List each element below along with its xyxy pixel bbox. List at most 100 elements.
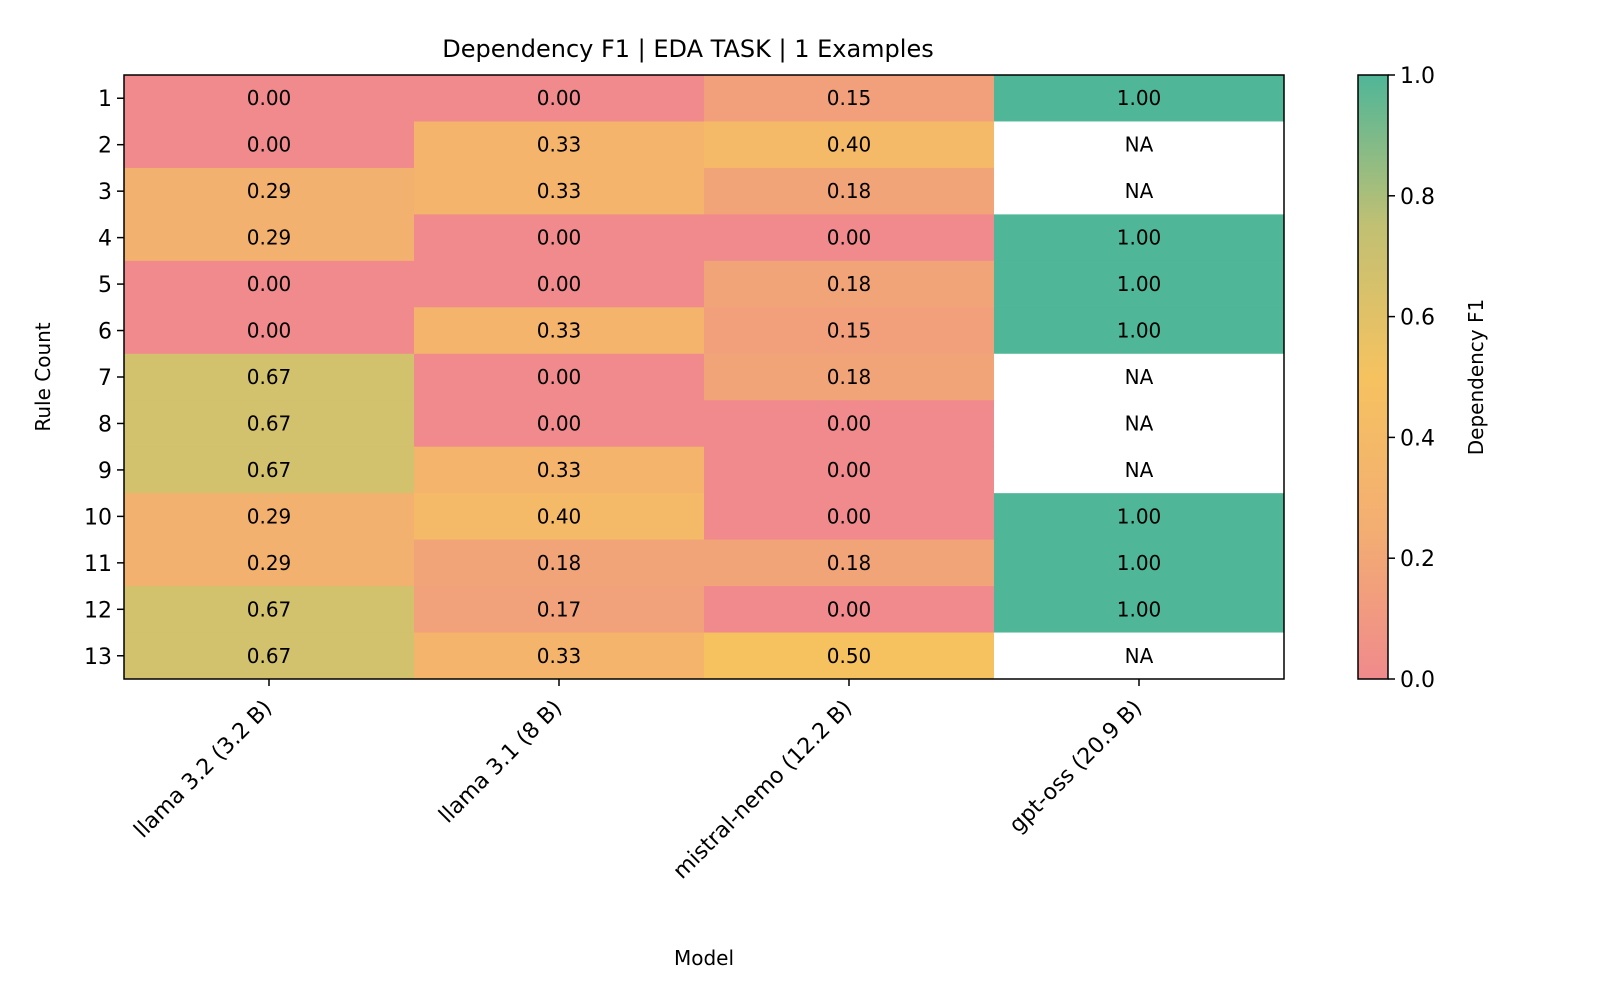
heatmap-cell (124, 307, 415, 355)
heatmap-cell (704, 632, 995, 680)
cell-value-label: 0.18 (827, 365, 872, 389)
colorbar-tick-label: 0.4 (1400, 426, 1435, 451)
y-tick-label: 13 (84, 645, 112, 670)
heatmap-cell (704, 493, 995, 541)
heatmap-cell (994, 446, 1285, 494)
cell-value-label: 0.40 (827, 133, 872, 157)
cell-value-label: NA (1125, 365, 1154, 389)
heatmap-cell (414, 400, 705, 448)
heatmap-cell (124, 260, 415, 308)
heatmap-cell (414, 353, 705, 401)
y-tick-label: 10 (84, 505, 112, 530)
colorbar-tick-label: 0.2 (1400, 547, 1435, 572)
y-tick-label: 6 (98, 320, 112, 345)
colorbar-tick-label: 0.6 (1400, 306, 1435, 331)
heatmap-cell (704, 260, 995, 308)
heatmap-cell (704, 446, 995, 494)
y-tick-label: 7 (98, 366, 112, 391)
cell-value-label: NA (1125, 133, 1154, 157)
heatmap-cell (704, 75, 995, 122)
heatmap-cell (994, 400, 1285, 448)
y-tick-label: 8 (98, 412, 112, 437)
cell-value-label: 0.00 (827, 504, 872, 528)
cell-value-label: 0.00 (247, 86, 292, 110)
y-axis-label: Rule Count (31, 322, 55, 431)
heatmap-cell (704, 307, 995, 355)
cell-value-label: 0.18 (537, 551, 582, 575)
heatmap-cell (124, 632, 415, 680)
y-tick-label: 3 (98, 180, 112, 205)
heatmap-cell (994, 307, 1285, 355)
heatmap-cell (994, 586, 1285, 634)
cell-value-label: NA (1125, 411, 1154, 435)
cell-value-label: 0.67 (247, 597, 292, 621)
heatmap-cell (414, 632, 705, 680)
x-axis-label: Model (674, 946, 734, 970)
cell-value-label: 0.33 (537, 179, 582, 203)
heatmap-cell (414, 167, 705, 215)
cell-value-label: 1.00 (1117, 226, 1162, 250)
cell-value-label: 0.00 (247, 272, 292, 296)
heatmap-cell (414, 75, 705, 122)
cell-value-label: 0.15 (827, 86, 872, 110)
y-tick-label: 5 (98, 273, 112, 298)
heatmap-cell (994, 260, 1285, 308)
x-tick-label: gpt-oss (20.9 B) (1005, 696, 1147, 838)
heatmap-cell (994, 539, 1285, 587)
colorbar-tick-label: 1.0 (1400, 64, 1435, 89)
cell-value-label: 1.00 (1117, 504, 1162, 528)
heatmap-cell (994, 353, 1285, 401)
heatmap-cell (124, 586, 415, 634)
heatmap-cell (124, 400, 415, 448)
cell-value-label: 0.00 (537, 226, 582, 250)
cell-value-label: 0.33 (537, 458, 582, 482)
heatmap-cell (124, 539, 415, 587)
cell-value-label: 0.00 (827, 597, 872, 621)
cell-value-label: 0.29 (247, 504, 292, 528)
heatmap-cell (994, 121, 1285, 169)
cell-value-label: 0.17 (537, 597, 582, 621)
heatmap-cell (414, 307, 705, 355)
cell-value-label: 0.18 (827, 272, 872, 296)
cell-value-label: 0.29 (247, 179, 292, 203)
cell-value-label: 0.00 (537, 272, 582, 296)
cell-value-label: 0.00 (247, 133, 292, 157)
y-tick-label: 4 (98, 227, 112, 252)
cell-value-label: 0.18 (827, 551, 872, 575)
cell-value-label: 0.00 (827, 226, 872, 250)
cell-value-label: 0.40 (537, 504, 582, 528)
cell-value-label: 0.29 (247, 551, 292, 575)
heatmap-cell (414, 539, 705, 587)
heatmap-cell (124, 446, 415, 494)
heatmap-cell (994, 214, 1285, 262)
cell-value-label: 0.50 (827, 644, 872, 668)
cell-value-label: 0.67 (247, 644, 292, 668)
heatmap-cell (124, 121, 415, 169)
cell-value-label: 1.00 (1117, 319, 1162, 343)
cell-value-label: 0.00 (247, 319, 292, 343)
y-tick-label: 9 (98, 459, 112, 484)
x-tick-label: mistral-nemo (12.2 B) (669, 696, 858, 885)
y-tick-label: 2 (98, 134, 112, 159)
x-tick-label: llama 3.1 (8 B) (434, 696, 567, 829)
y-tick-label: 11 (84, 552, 112, 577)
heatmap-cell (124, 493, 415, 541)
cell-value-label: 1.00 (1117, 86, 1162, 110)
heatmap-cell (704, 400, 995, 448)
heatmap-cell (414, 586, 705, 634)
colorbar-tick-label: 0.8 (1400, 185, 1435, 210)
cell-value-label: NA (1125, 644, 1154, 668)
heatmap-cell (994, 493, 1285, 541)
heatmap-cell (414, 214, 705, 262)
heatmap-cell (124, 75, 415, 122)
cell-value-label: 0.67 (247, 411, 292, 435)
heatmap-cell (994, 75, 1285, 122)
heatmap-cell (994, 632, 1285, 680)
cell-value-label: 0.29 (247, 226, 292, 250)
heatmap-cell (414, 446, 705, 494)
heatmap-cell (704, 353, 995, 401)
heatmap-cell (704, 167, 995, 215)
heatmap-cell (704, 121, 995, 169)
cell-value-label: 0.00 (537, 86, 582, 110)
